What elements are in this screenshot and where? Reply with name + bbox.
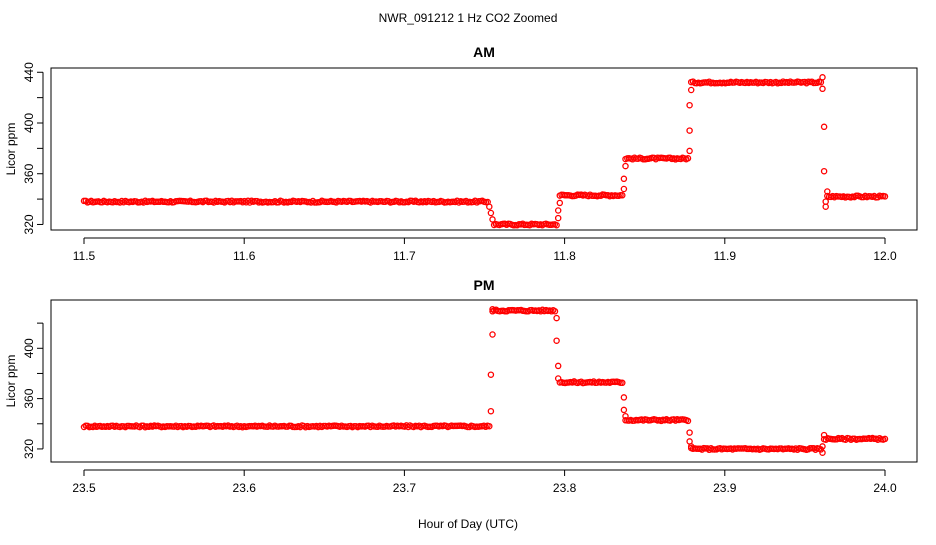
panel-pm-plot-frame: [50, 299, 918, 463]
panel-am-x-tick-label: 11.6: [233, 249, 256, 263]
data-point: [687, 86, 695, 94]
data-point: [553, 314, 560, 322]
data-point: [554, 375, 562, 382]
data-point: [820, 167, 828, 175]
figure-title: NWR_091212 1 Hz CO2 Zoomed: [379, 11, 558, 25]
panel-pm-title: PM: [474, 277, 495, 293]
panel-am-y-tick-label: 360: [22, 163, 36, 183]
data-point: [486, 203, 493, 210]
data-point: [551, 308, 559, 315]
panel-pm-x-tick-label: 23.5: [72, 481, 96, 495]
data-point: [556, 199, 564, 207]
data-point: [622, 412, 629, 420]
panel-am-title: AM: [473, 44, 495, 60]
data-point: [820, 431, 828, 439]
figure-x-axis-label: Hour of Day (UTC): [418, 517, 518, 531]
panel-pm-y-axis-label: Licor ppm: [4, 355, 18, 408]
data-point: [686, 147, 693, 155]
panel-pm-points: [80, 306, 889, 456]
panel-pm: PM Licor ppm 23.5 23.6 23.7 23.8 23.9 24.0 32…: [4, 277, 918, 495]
data-point: [553, 221, 560, 229]
panel-pm-y-tick-label: 400: [22, 338, 36, 358]
panel-am-y-tick-label: 440: [22, 62, 36, 82]
panel-am-y-tick-label: 400: [22, 113, 36, 133]
panel-pm-x-tick-label: 23.9: [713, 481, 737, 495]
panel-am-y-axis: 320 360 400 440: [22, 62, 44, 234]
panel-am-x-tick-label: 11.9: [714, 249, 737, 263]
data-point: [686, 429, 693, 436]
data-point: [881, 193, 889, 200]
data-point: [684, 417, 692, 425]
data-point: [819, 85, 826, 93]
data-point: [819, 443, 826, 450]
data-point: [819, 449, 826, 456]
data-point: [620, 394, 628, 401]
data-point: [824, 188, 831, 195]
data-point: [686, 101, 693, 109]
data-point: [620, 406, 628, 414]
panel-pm-y-tick-label: 360: [22, 388, 36, 408]
data-point: [822, 203, 829, 210]
data-point: [620, 175, 628, 183]
data-point: [822, 198, 829, 205]
data-point: [686, 127, 693, 134]
panel-am: AM Licor ppm 11.5 11.6 11.7 11.8 11.9 12.0 32…: [4, 44, 918, 263]
panel-pm-x-tick-label: 23.8: [553, 481, 577, 495]
data-point: [620, 185, 628, 193]
data-point: [820, 123, 828, 131]
panel-am-points: [80, 74, 889, 229]
data-point: [554, 362, 562, 370]
panel-am-plot-frame: [50, 67, 918, 231]
data-point: [487, 407, 495, 415]
data-point: [619, 192, 626, 199]
panel-am-y-tick-label: 320: [22, 214, 36, 234]
panel-am-x-tick-label: 11.7: [393, 249, 416, 263]
panel-pm-y-tick-label: 320: [22, 439, 36, 459]
data-point: [619, 379, 626, 387]
data-point: [881, 435, 889, 443]
data-point: [687, 443, 695, 450]
data-point: [819, 74, 826, 81]
data-point: [622, 162, 629, 170]
data-point: [553, 337, 560, 344]
data-point: [554, 214, 562, 222]
data-point: [684, 155, 692, 162]
panel-pm-x-tick-label: 24.0: [873, 481, 897, 495]
data-point: [554, 207, 562, 214]
panel-am-x-tick-label: 11.8: [553, 249, 576, 263]
panel-pm-x-tick-label: 23.7: [393, 481, 417, 495]
data-point: [489, 216, 496, 223]
panel-am-y-axis-label: Licor ppm: [4, 123, 18, 176]
panel-pm-x-tick-label: 23.6: [233, 481, 257, 495]
panel-am-x-tick-label: 12.0: [873, 249, 897, 263]
data-point: [487, 209, 495, 217]
data-point: [489, 306, 496, 313]
data-point: [489, 331, 496, 338]
data-point: [487, 371, 495, 378]
data-point: [486, 422, 493, 430]
panel-pm-x-axis: 23.5 23.6 23.7 23.8 23.9 24.0: [72, 469, 897, 495]
panel-am-x-axis: 11.5 11.6 11.7 11.8 11.9 12.0: [73, 237, 897, 263]
panel-pm-y-axis: 320 360 400: [22, 322, 44, 459]
panel-am-x-tick-label: 11.5: [73, 249, 96, 263]
